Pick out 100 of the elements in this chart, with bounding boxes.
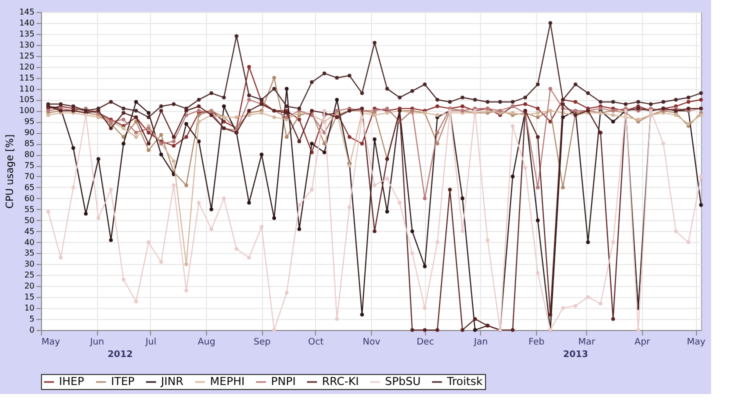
point [172, 159, 176, 163]
x-tick-label: Oct [308, 338, 324, 348]
point [297, 203, 302, 207]
y-tick-label: 120 [19, 62, 34, 72]
y-tick-label: 85 [24, 139, 34, 148]
x-tick-label: Jun [89, 338, 104, 348]
x-tick-label: Aug [198, 338, 216, 348]
y-tick-label: 10 [24, 304, 34, 313]
x-tick-label: Feb [528, 338, 545, 348]
point [134, 135, 138, 139]
x-tick-label: Jan [472, 338, 488, 348]
point [222, 196, 226, 200]
point [146, 126, 150, 130]
point [422, 264, 427, 268]
point [348, 205, 352, 210]
point [385, 210, 390, 214]
point [272, 328, 276, 332]
point [122, 126, 126, 130]
point [184, 106, 188, 110]
y-tick-label: 135 [19, 29, 34, 38]
point [322, 108, 326, 113]
text: 2012 [108, 350, 133, 360]
point [260, 98, 264, 102]
point [460, 96, 464, 100]
point [435, 240, 440, 244]
x-tick-label: May [686, 338, 706, 348]
point [536, 218, 540, 222]
point [272, 76, 276, 80]
point [398, 96, 402, 100]
point [523, 166, 528, 170]
point [159, 152, 164, 156]
point [473, 317, 477, 321]
point [109, 238, 113, 242]
point [247, 108, 251, 113]
point [348, 74, 352, 78]
y-tick-label: 20 [24, 282, 34, 291]
point [486, 238, 490, 242]
point [536, 271, 540, 275]
point [184, 183, 188, 188]
point [372, 40, 376, 45]
point [247, 98, 251, 102]
point [448, 100, 452, 104]
point [247, 64, 251, 69]
y-tick-label: 5 [29, 314, 34, 324]
point [310, 108, 314, 113]
point [146, 240, 150, 244]
point [284, 111, 289, 115]
point [686, 122, 690, 126]
point [335, 317, 339, 321]
point [310, 188, 314, 192]
legend-label: PNPI [271, 375, 296, 388]
point [586, 240, 590, 244]
point [686, 240, 690, 244]
point [96, 106, 100, 110]
point [172, 102, 176, 106]
point [699, 203, 703, 207]
point [661, 100, 666, 104]
point [184, 262, 188, 266]
point [548, 21, 552, 25]
x-tick-label: Nov [362, 338, 381, 348]
point [498, 100, 502, 104]
point [460, 104, 464, 108]
point [636, 118, 640, 122]
point [335, 108, 339, 113]
point [134, 108, 138, 113]
point [372, 108, 376, 113]
point [146, 115, 150, 120]
point [548, 86, 552, 91]
y-tick-label: 105 [19, 95, 34, 104]
point [586, 91, 590, 96]
y-axis-title: CPU usage [%] [5, 134, 16, 209]
point [699, 98, 703, 102]
point [674, 229, 678, 234]
point [598, 302, 602, 306]
point [260, 225, 264, 229]
point [84, 212, 88, 216]
point [297, 227, 302, 231]
point [146, 142, 150, 146]
point [536, 106, 540, 110]
point [510, 100, 515, 104]
point [523, 96, 528, 100]
point [422, 82, 427, 86]
point [310, 80, 314, 84]
point [422, 306, 427, 310]
point [598, 106, 602, 110]
point [536, 186, 540, 190]
point [172, 144, 176, 148]
point [523, 102, 528, 106]
y-tick-label: 70 [24, 172, 34, 181]
point [96, 216, 100, 220]
point [548, 312, 552, 317]
point [46, 102, 50, 106]
point [611, 120, 615, 124]
point [536, 135, 540, 139]
point [536, 115, 540, 120]
point [184, 122, 188, 126]
point [398, 200, 402, 205]
point [159, 108, 164, 113]
point [435, 328, 440, 332]
point [435, 113, 440, 117]
